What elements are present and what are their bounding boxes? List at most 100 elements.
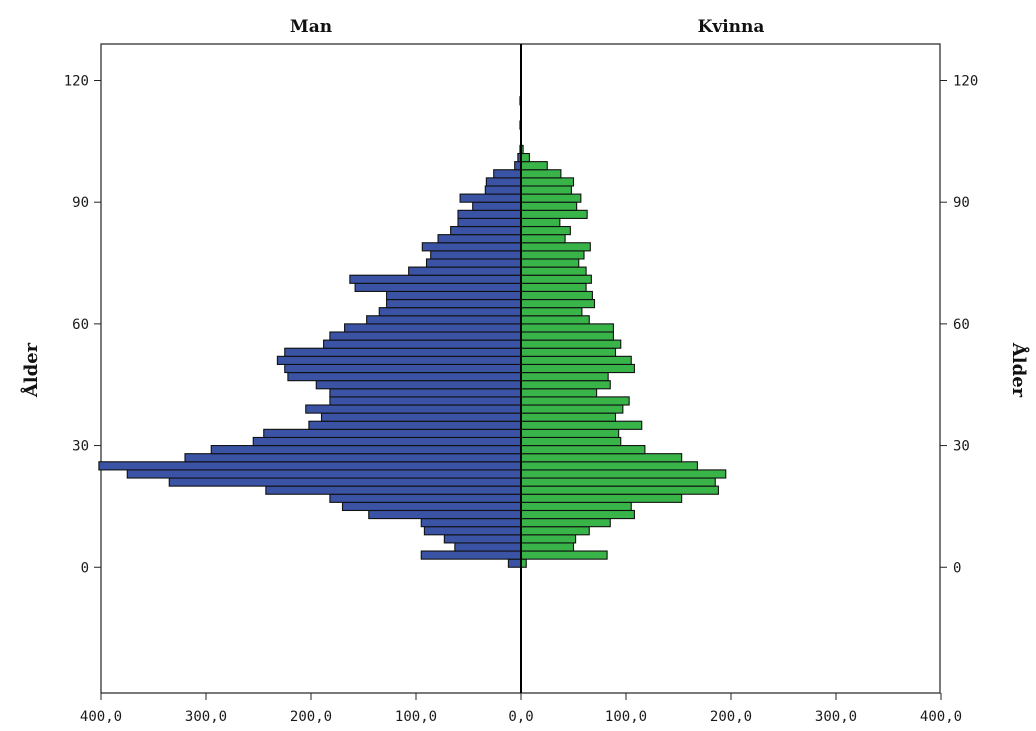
panel-title-man: Man	[290, 17, 332, 37]
kvinna-bar-age-78	[520, 242, 591, 252]
x-tick-label: 300,0	[815, 709, 857, 725]
y-tick-label-right: 30	[953, 439, 970, 455]
kvinna-bar-age-84	[520, 217, 561, 228]
man-bar-age-84	[457, 217, 522, 228]
man-bar-age-10	[420, 518, 522, 528]
man-bar-age-4	[454, 542, 522, 552]
man-bar-age-36	[320, 412, 522, 422]
man-bar-age-58	[344, 323, 522, 333]
y-tick-label-right: 90	[953, 195, 970, 211]
man-bar-age-80	[437, 234, 522, 244]
kvinna-bar-age-90	[520, 193, 582, 203]
kvinna-bar-age-14	[520, 501, 632, 512]
y-axis-title-left: Ålder	[19, 342, 42, 398]
kvinna-bar-age-96	[520, 169, 562, 179]
man-bar-age-66	[386, 290, 522, 301]
kvinna-bar-age-62	[520, 307, 583, 317]
man-bar-age-20	[168, 477, 522, 487]
y-tick-label-right: 0	[953, 560, 961, 576]
kvinna-bar-age-68	[520, 282, 587, 292]
kvinna-bar-age-98	[520, 161, 548, 171]
man-bar-age-46	[287, 372, 522, 382]
kvinna-bar-age-50	[520, 355, 632, 365]
kvinna-bar-age-64	[520, 298, 596, 309]
x-tick-label: 200,0	[290, 709, 332, 725]
man-bar-age-42	[329, 388, 522, 398]
panel-title-kvinna: Kvinna	[698, 17, 765, 37]
kvinna-bar-age-36	[520, 412, 617, 422]
x-tick-label: 400,0	[80, 709, 122, 725]
kvinna-bar-age-48	[520, 363, 635, 374]
man-bar-age-34	[308, 420, 522, 430]
kvinna-bar-age-74	[520, 258, 580, 268]
y-tick-label-right: 120	[953, 74, 978, 90]
man-bar-age-38	[305, 404, 522, 414]
kvinna-bar-age-38	[520, 404, 624, 414]
kvinna-bar-age-58	[520, 323, 614, 333]
man-bar-age-14	[341, 501, 522, 512]
man-bar-age-24	[98, 461, 522, 471]
kvinna-bar-age-72	[520, 266, 587, 276]
kvinna-bar-age-94	[520, 177, 575, 187]
kvinna-bar-age-56	[520, 331, 614, 341]
kvinna-bar-age-6	[520, 534, 577, 544]
kvinna-bar-age-82	[520, 225, 571, 236]
man-bar-age-44	[315, 380, 522, 390]
kvinna-bar-age-18	[520, 485, 719, 495]
x-tick-label: 200,0	[710, 709, 752, 725]
y-ticks-left: 0 30 60 90 120	[64, 74, 101, 576]
man-bar-age-40	[329, 396, 522, 406]
kvinna-bar-age-40	[520, 396, 630, 406]
man-bar-age-28	[210, 445, 522, 455]
kvinna-bar-age-24	[520, 461, 698, 471]
kvinna-bar-age-54	[520, 339, 622, 349]
x-tick-label: 400,0	[920, 709, 962, 725]
man-bar-age-62	[378, 307, 522, 317]
man-bar-age-12	[368, 509, 522, 520]
man-bar-age-50	[276, 355, 522, 365]
man-bar-age-72	[408, 266, 522, 276]
man-bar-age-86	[457, 209, 522, 219]
x-tick-label: 300,0	[185, 709, 227, 725]
kvinna-bar-age-92	[520, 185, 572, 195]
y-tick-label-left: 30	[72, 439, 89, 455]
man-bar-age-30	[252, 436, 522, 447]
man-bar-age-88	[472, 201, 522, 211]
kvinna-bar-age-88	[520, 201, 578, 211]
man-bar-age-0	[507, 558, 522, 568]
man-bars-group	[98, 96, 522, 568]
kvinna-bar-age-34	[520, 420, 643, 430]
man-bar-age-48	[284, 363, 522, 374]
man-bar-age-64	[386, 298, 522, 309]
kvinna-bar-age-100	[520, 152, 530, 163]
man-bar-age-32	[263, 428, 522, 438]
x-ticks: 400,0 300,0 200,0 100,0 0,0 100,0 200,0 300,0 40…	[80, 693, 962, 725]
man-bar-age-68	[354, 282, 522, 292]
man-bar-age-78	[421, 242, 522, 252]
y-tick-label-left: 60	[72, 317, 89, 333]
kvinna-bar-age-80	[520, 234, 566, 244]
kvinna-bar-age-42	[520, 388, 598, 398]
man-bar-age-74	[425, 258, 522, 268]
y-tick-label-left: 0	[81, 560, 89, 576]
man-bar-age-70	[349, 274, 522, 284]
man-bar-age-60	[366, 315, 522, 325]
man-bar-age-6	[443, 534, 522, 544]
kvinna-bar-age-60	[520, 315, 590, 325]
man-bar-age-22	[126, 469, 522, 479]
kvinna-bar-age-2	[520, 550, 608, 560]
kvinna-bar-age-20	[520, 477, 716, 487]
x-tick-label: 100,0	[605, 709, 647, 725]
kvinna-bar-age-66	[520, 290, 593, 301]
kvinna-bar-age-8	[520, 526, 590, 536]
kvinna-bar-age-46	[520, 372, 609, 382]
kvinna-bar-age-12	[520, 509, 635, 520]
man-bar-age-54	[323, 339, 522, 349]
y-tick-label-left: 90	[72, 195, 89, 211]
kvinna-bar-age-28	[520, 445, 646, 455]
y-tick-label-left: 120	[64, 74, 89, 90]
kvinna-bar-age-4	[520, 542, 575, 552]
y-ticks-right: 0 30 60 90 120	[940, 74, 978, 576]
kvinna-bar-age-26	[520, 453, 683, 463]
